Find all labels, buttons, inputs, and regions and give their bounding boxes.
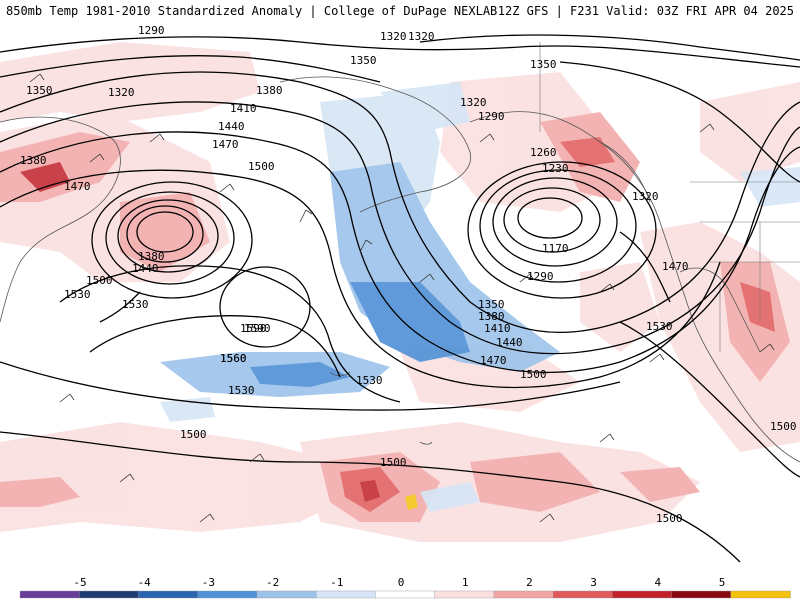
product-title: 850mb Temp 1981-2010 Standardized Anomal… [6,4,498,18]
contour-label: 1350 [26,84,53,97]
contour-label: 1290 [138,24,165,37]
negative-anomaly-shading [160,82,800,512]
contour-label: 1320 [380,30,407,43]
contour-label: 1500 [86,274,113,287]
contour-label: 1320 [632,190,659,203]
contour-label: 1560 [220,352,247,365]
contour-label: 1500 [520,368,547,381]
contour-label: 1260 [530,146,557,159]
wind-barbs [29,73,775,523]
colorbar-tick-label: -5 [73,576,86,589]
colorbar-ticks: -5 -4 -3 -2 -1 0 1 2 3 4 5 [73,576,725,589]
colorbar-segment [493,590,554,599]
model-valid-time: 12Z GFS | F231 Valid: 03Z FRI APR 04 202… [497,4,794,18]
height-contours [0,34,800,563]
colorbar-tick-label: 3 [590,576,597,589]
anomaly-map: 1290 1320 1350 1380 1410 1440 1470 1500 … [0,22,800,574]
contour-label: 1440 [218,120,245,133]
contour-label: 1500 [180,428,207,441]
contour-label: 1320 [108,86,135,99]
colorbar-segment [79,590,140,599]
contour-label: 1590 [244,322,271,335]
colorbar-segment [19,590,80,599]
colorbar-tick-label: 4 [654,576,661,589]
contour-label: 1230 [542,162,569,175]
contour-label: 1470 [662,260,689,273]
colorbar-segment [730,590,791,599]
contour-label: 1590 [240,322,267,335]
contour-label: 1350 [478,298,505,311]
colorbar-tick-label: 1 [462,576,469,589]
contour-label: 1530 [122,298,149,311]
colorbar-segment [138,590,199,599]
contour-label: 1380 [256,84,283,97]
contour-labels: 1290 1320 1350 1380 1410 1440 1470 1500 … [20,24,797,525]
colorbar-tick-label: 5 [719,576,726,589]
colorbar-tick-label: -3 [202,576,215,589]
header-bar: 850mb Temp 1981-2010 Standardized Anomal… [0,0,800,22]
contour-label: 1530 [228,384,255,397]
contour-label: 1290 [478,110,505,123]
contour-label: 1440 [496,336,523,349]
colorbar-canvas: -5 -4 -3 -2 -1 0 1 2 3 4 5 [19,576,791,599]
colorbar-segment [612,590,673,599]
contour-label: 1560 [220,352,247,365]
contour-label: 1500 [770,420,797,433]
contour-label: 1530 [356,374,383,387]
contour-label: 1320 [408,30,435,43]
colorbar-segment [434,590,495,599]
colorbar-tick-label: 2 [526,576,533,589]
contour-label: 1500 [380,456,407,469]
contour-label: 1530 [64,288,91,301]
contour-label: 1380 [478,310,505,323]
contour-label: 1170 [542,242,569,255]
contour-label: 1530 [646,320,673,333]
colorbar-segment [552,590,614,599]
colorbar-segment [375,590,436,599]
colorbar-segment [315,590,377,599]
contour-label: 1410 [230,102,257,115]
contour-label: 1320 [460,96,487,109]
colorbar-tick-label: 0 [398,576,405,589]
contour-label: 1470 [64,180,91,193]
contour-label: 1470 [480,354,507,367]
contour-label: 1500 [656,512,683,525]
anomaly-colorbar: -5 -4 -3 -2 -1 0 1 2 3 4 5 [0,574,800,600]
contour-label: 1410 [484,322,511,335]
colorbar-segment [197,590,258,599]
political-boundaries [539,42,800,352]
colorbar-tick-label: -4 [138,576,152,589]
colorbar-segment [256,590,317,599]
contour-label: 1350 [350,54,377,67]
colorbar-segments [19,590,791,599]
contour-label: 1380 [20,154,47,167]
contour-label: 1500 [248,160,275,173]
contour-label: 1440 [132,262,159,275]
contour-label: 1470 [212,138,239,151]
contour-label: 1290 [527,270,554,283]
contour-label: 1380 [138,250,165,263]
anomaly-shading [0,42,800,542]
contour-label: 1350 [530,58,557,71]
colorbar-tick-label: -2 [266,576,279,589]
colorbar-segment [671,590,732,599]
map-canvas: 1290 1320 1350 1380 1410 1440 1470 1500 … [0,22,800,574]
colorbar-tick-label: -1 [330,576,343,589]
